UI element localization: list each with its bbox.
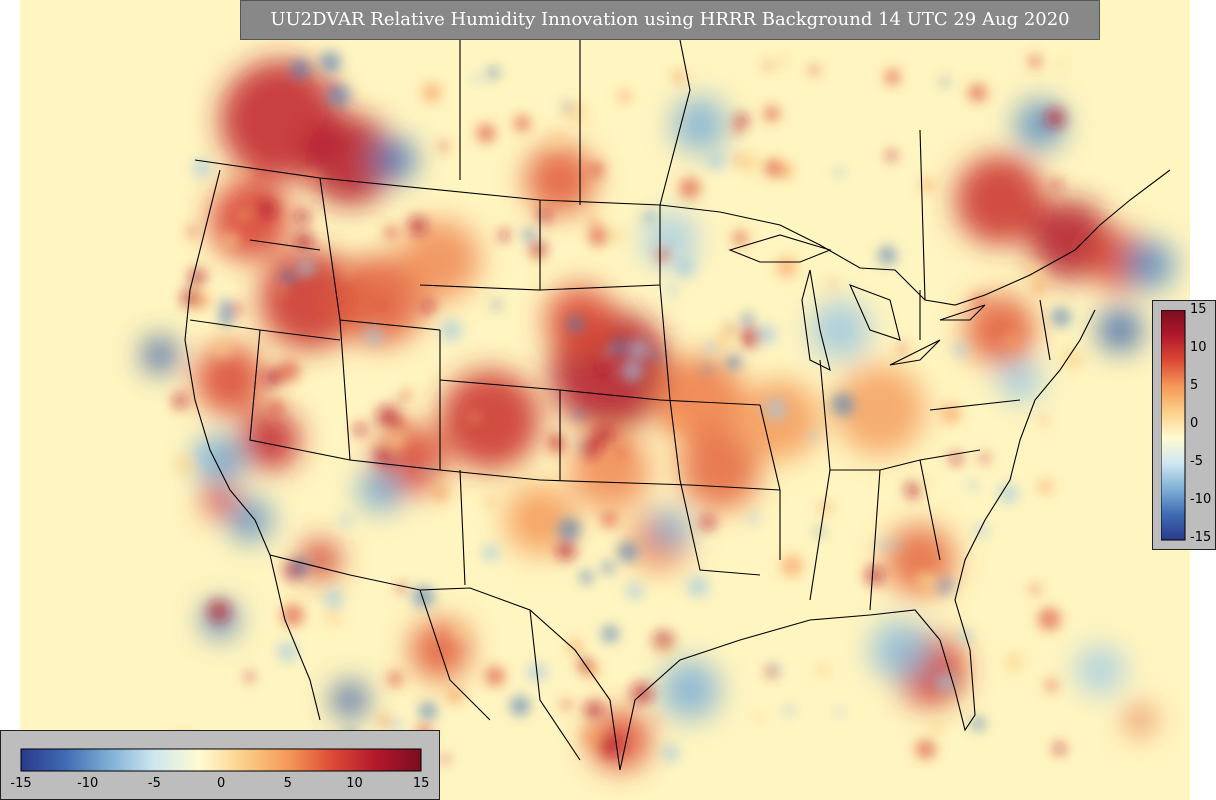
lake-erie (889, 339, 941, 366)
gulf-coast (619, 309, 1096, 771)
lake-superior (728, 234, 832, 263)
innovation-detail (172, 51, 1084, 764)
lake-ontario (939, 304, 986, 321)
vertical-colorbar: 15 10 5 0 -5 -10 -15 (1152, 300, 1216, 550)
colorbar-tick-label: -5 (1190, 454, 1203, 469)
colorbar-tick-label: 5 (1190, 378, 1199, 393)
colorbar-tick-label: 0 (1190, 416, 1199, 431)
rh-innovation-map (20, 0, 1190, 800)
horizontal-colorbar: -15 -10 -5 0 5 10 15 (0, 730, 440, 800)
us-mexico-border (269, 554, 621, 771)
colorbar-tick-label: -5 (147, 776, 161, 791)
map-canvas (20, 0, 1190, 800)
colorbar-tick-label: 10 (1190, 340, 1207, 355)
colorbar-tick-label: -15 (10, 776, 32, 791)
colorbar-tick-label: -10 (77, 776, 99, 791)
colorbar-tick-label: 0 (216, 776, 226, 791)
colorbar-tick-label: 5 (283, 776, 292, 791)
colorbar-tick-label: 15 (412, 776, 430, 791)
innovation-field (142, 60, 1175, 770)
colorbar-tick-label: -15 (1190, 530, 1212, 545)
map-title: UU2DVAR Relative Humidity Innovation usi… (240, 0, 1100, 40)
lake-huron (848, 284, 901, 341)
horizontal-colorbar-gradient (20, 748, 422, 772)
colorbar-tick-label: 10 (346, 776, 363, 791)
colorbar-tick-label: 15 (1190, 302, 1207, 317)
boundaries (184, 39, 1171, 771)
vertical-colorbar-gradient (1161, 310, 1186, 541)
us-canada-border (194, 159, 1171, 306)
colorbar-tick-label: -10 (1190, 492, 1212, 507)
west-coast (184, 169, 321, 721)
